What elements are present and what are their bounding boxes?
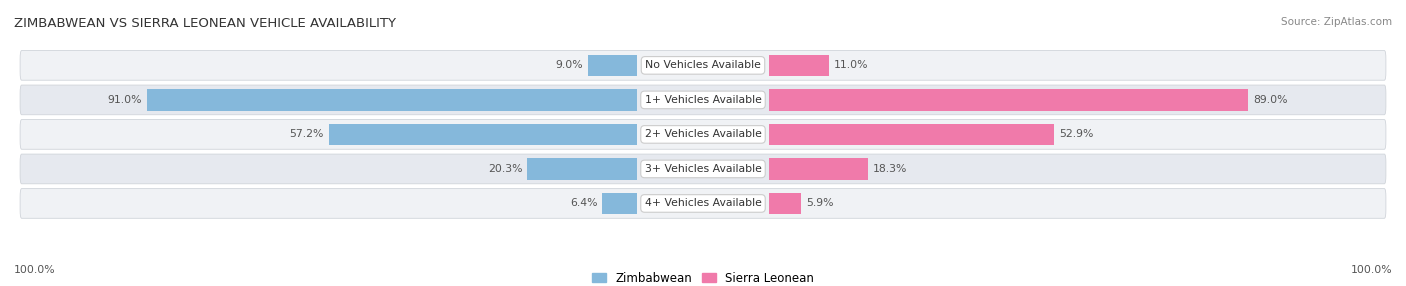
Legend: Zimbabwean, Sierra Leonean: Zimbabwean, Sierra Leonean (592, 272, 814, 285)
Text: 52.9%: 52.9% (1059, 130, 1094, 139)
Bar (148, 89, 637, 111)
Bar (769, 124, 1054, 145)
Bar (769, 158, 868, 180)
Bar (527, 158, 637, 180)
FancyBboxPatch shape (20, 120, 1386, 149)
Text: 5.9%: 5.9% (806, 198, 834, 208)
Bar (588, 55, 637, 76)
Text: Source: ZipAtlas.com: Source: ZipAtlas.com (1281, 17, 1392, 27)
Text: 100.0%: 100.0% (1350, 265, 1392, 275)
Text: 18.3%: 18.3% (873, 164, 907, 174)
FancyBboxPatch shape (20, 154, 1386, 184)
Bar (329, 124, 637, 145)
FancyBboxPatch shape (20, 51, 1386, 80)
Text: 1+ Vehicles Available: 1+ Vehicles Available (644, 95, 762, 105)
Text: 89.0%: 89.0% (1253, 95, 1288, 105)
FancyBboxPatch shape (20, 188, 1386, 218)
Text: 11.0%: 11.0% (834, 60, 868, 70)
Text: 6.4%: 6.4% (569, 198, 598, 208)
Text: 100.0%: 100.0% (14, 265, 56, 275)
Bar (769, 55, 828, 76)
Text: 4+ Vehicles Available: 4+ Vehicles Available (644, 198, 762, 208)
Text: 20.3%: 20.3% (488, 164, 523, 174)
Text: 57.2%: 57.2% (290, 130, 323, 139)
Bar (769, 89, 1249, 111)
Text: 9.0%: 9.0% (555, 60, 583, 70)
Text: ZIMBABWEAN VS SIERRA LEONEAN VEHICLE AVAILABILITY: ZIMBABWEAN VS SIERRA LEONEAN VEHICLE AVA… (14, 17, 396, 30)
Text: No Vehicles Available: No Vehicles Available (645, 60, 761, 70)
FancyBboxPatch shape (20, 85, 1386, 115)
Text: 3+ Vehicles Available: 3+ Vehicles Available (644, 164, 762, 174)
Bar (602, 193, 637, 214)
Bar (769, 193, 801, 214)
Text: 2+ Vehicles Available: 2+ Vehicles Available (644, 130, 762, 139)
Text: 91.0%: 91.0% (108, 95, 142, 105)
